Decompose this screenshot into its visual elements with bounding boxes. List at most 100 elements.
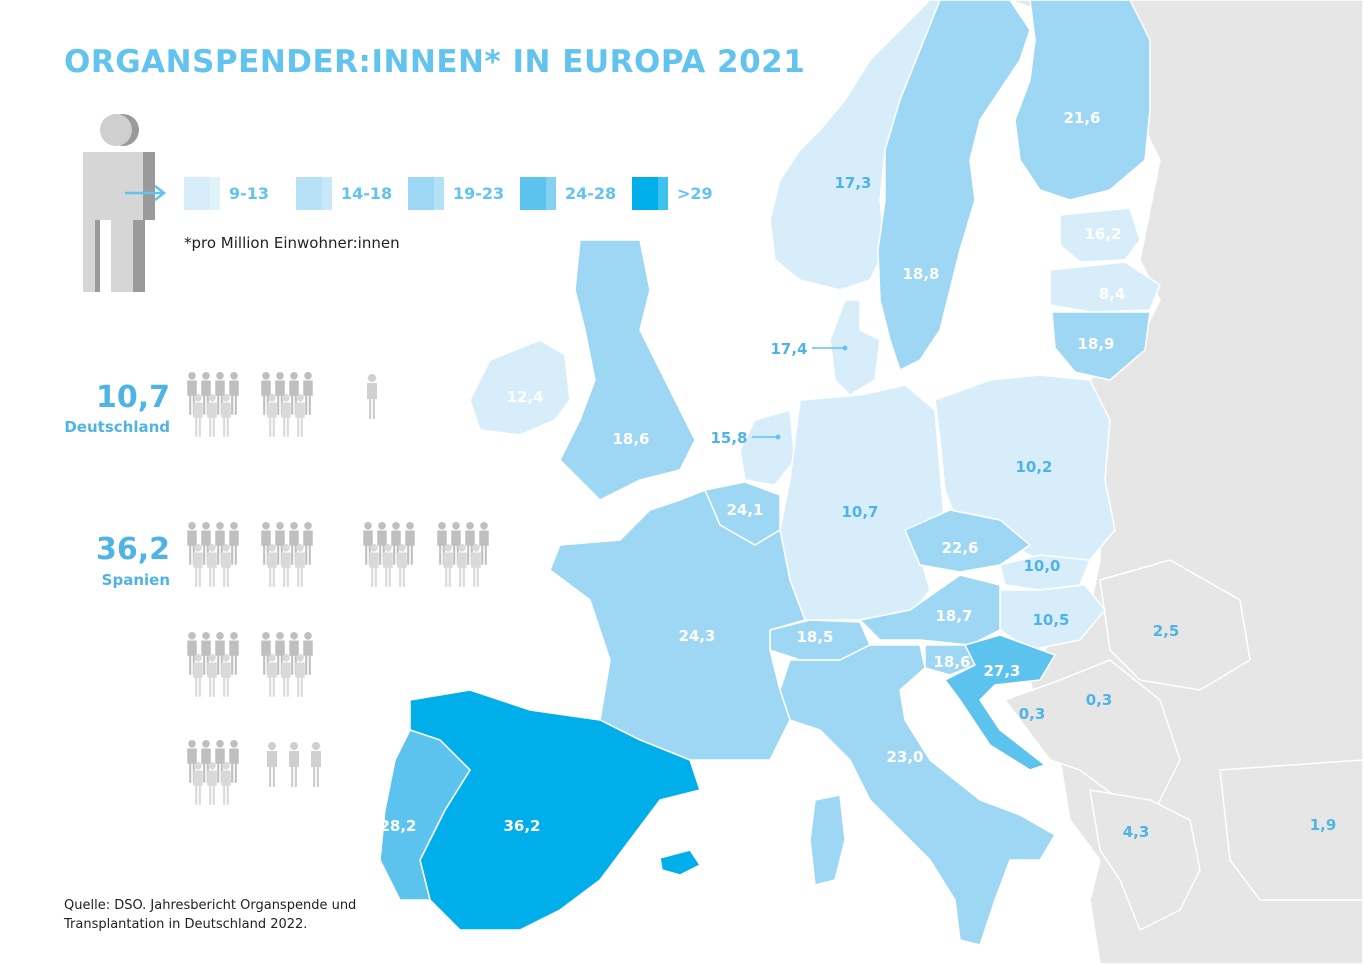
- austria: [858, 574, 1001, 646]
- italy-value: 23,0: [886, 748, 923, 766]
- germany-label: Deutschland: [64, 418, 170, 436]
- portugal-value: 28,2: [379, 817, 416, 835]
- greece-value: 4,3: [1123, 823, 1150, 841]
- person-figure: [207, 544, 217, 587]
- latvia-value: 8,4: [1099, 285, 1126, 303]
- denmark: [829, 299, 881, 396]
- person-figure: [267, 544, 277, 587]
- netherlands-leader-dot: [775, 434, 781, 440]
- austria-value: 18,7: [935, 607, 972, 625]
- denmark-value: 17,4: [770, 340, 807, 358]
- norway-value: 17,3: [834, 174, 871, 192]
- legend-swatch-highlight: [322, 177, 332, 210]
- person-figure: [303, 372, 313, 415]
- legend-swatch: [632, 177, 668, 210]
- person-figure: [281, 544, 291, 587]
- croatia-value: 27,3: [983, 662, 1020, 680]
- source-note: Quelle: DSO. Jahresbericht Organspende u…: [64, 896, 384, 934]
- croatia: [943, 634, 1057, 771]
- person-figure: [405, 522, 415, 565]
- portugal: [379, 729, 471, 901]
- person-figure: [457, 544, 467, 587]
- turkey-region: [1219, 759, 1363, 901]
- person-figure: [383, 544, 393, 587]
- latvia: [1049, 261, 1161, 313]
- person-figure: [221, 654, 231, 697]
- legend-swatch-highlight: [546, 177, 556, 210]
- italy: [779, 644, 1057, 946]
- sweden: [877, 0, 1031, 372]
- person-icon: [83, 114, 167, 292]
- person-figure: [207, 394, 217, 437]
- person-figure: [295, 654, 305, 697]
- person-figure: [267, 394, 277, 437]
- slovenia: [924, 644, 977, 676]
- belgium-value: 24,1: [726, 501, 763, 519]
- legend-swatch-highlight: [210, 177, 220, 210]
- uk-value: 18,6: [612, 430, 649, 448]
- france-value: 24,3: [678, 627, 715, 645]
- finland-value: 21,6: [1063, 109, 1100, 127]
- sweden-value: 18,8: [902, 265, 939, 283]
- person-figure: [193, 544, 203, 587]
- balearic-islands: [659, 849, 702, 876]
- lithuania: [1051, 311, 1151, 381]
- germany-big-value: 10,7: [95, 380, 170, 415]
- uk: [559, 239, 696, 501]
- person-figure: [303, 522, 313, 565]
- pictogram-groups: [187, 372, 489, 805]
- person-figure: [221, 544, 231, 587]
- netherlands: [739, 409, 796, 486]
- lithuania-value: 18,9: [1077, 335, 1114, 353]
- person-figure: [471, 544, 481, 587]
- estonia: [1059, 207, 1141, 263]
- denmark-leader-dot: [842, 345, 848, 351]
- person-figure: [207, 654, 217, 697]
- czechia: [904, 509, 1032, 573]
- romania-value: 2,5: [1153, 622, 1180, 640]
- person-figure: [367, 374, 377, 419]
- person-figure: [311, 742, 321, 787]
- estonia-value: 16,2: [1084, 225, 1121, 243]
- poland: [934, 374, 1116, 561]
- legend-swatch-highlight: [434, 177, 444, 210]
- person-figure: [295, 394, 305, 437]
- legend-swatch: [184, 177, 220, 210]
- legend-label: 24-28: [565, 184, 616, 203]
- person-figure: [221, 762, 231, 805]
- legend-note: *pro Million Einwohner:innen: [184, 234, 400, 252]
- person-figure: [267, 654, 277, 697]
- legend-label: 9-13: [229, 184, 269, 203]
- bosnia-value: 0,3: [1019, 705, 1046, 723]
- person-figure: [207, 762, 217, 805]
- france: [549, 489, 806, 761]
- legend-label: >29: [677, 184, 713, 203]
- person-figure: [267, 742, 277, 787]
- person-figure: [193, 654, 203, 697]
- slovenia-value: 18,6: [933, 653, 970, 671]
- person-figure: [193, 394, 203, 437]
- balkans-region: [1003, 659, 1181, 822]
- person-figure: [221, 394, 231, 437]
- legend-swatch: [296, 177, 332, 210]
- source-line-1: Quelle: DSO. Jahresbericht Organspende u…: [64, 898, 357, 913]
- legend-swatch-highlight: [658, 177, 668, 210]
- person-figure: [289, 742, 299, 787]
- person-figure: [303, 632, 313, 675]
- romania-region: [1099, 559, 1251, 691]
- person-figure: [281, 654, 291, 697]
- legend-label: 14-18: [341, 184, 392, 203]
- czechia-value: 22,6: [941, 539, 978, 557]
- person-figure: [229, 372, 239, 415]
- serbia-value: 0,3: [1086, 691, 1113, 709]
- page-title: ORGANSPENDER:INNEN* IN EUROPA 2021: [64, 44, 806, 80]
- netherlands-value: 15,8: [710, 429, 747, 447]
- source-line-2: Transplantation in Deutschland 2022.: [64, 917, 308, 932]
- person-figure: [281, 394, 291, 437]
- legend: 9-13 14-18 19-23 24-28 >29: [184, 177, 713, 210]
- person-figure: [479, 522, 489, 565]
- person-figure: [229, 632, 239, 675]
- person-figure: [229, 740, 239, 783]
- hungary: [999, 584, 1106, 651]
